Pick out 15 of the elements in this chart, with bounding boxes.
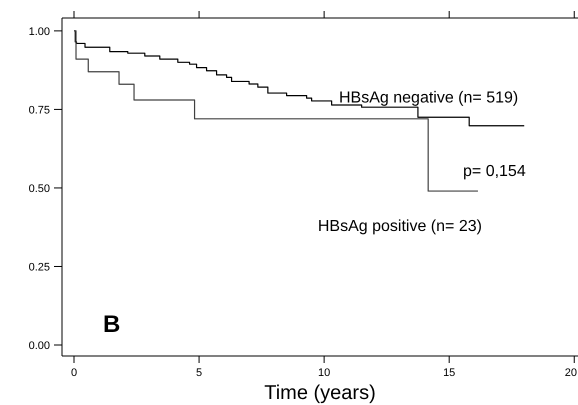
y-tick-label: 0.25 bbox=[28, 261, 50, 274]
series-label: HBsAg negative (n= 519) bbox=[339, 90, 518, 107]
annotation: B bbox=[103, 311, 120, 338]
annotation: p= 0,154 bbox=[463, 163, 526, 180]
x-tick-label: 0 bbox=[70, 367, 78, 379]
x-tick-label: 20 bbox=[564, 367, 577, 379]
series-label: HBsAg positive (n= 23) bbox=[318, 218, 482, 236]
y-tick-label: 0.00 bbox=[28, 340, 50, 352]
x-tick-label: 10 bbox=[318, 367, 330, 379]
y-tick-label: 0.75 bbox=[28, 104, 50, 116]
x-axis-title: Time (years) bbox=[264, 382, 376, 404]
y-tick-label: 0.50 bbox=[28, 182, 50, 195]
y-tick-label: 1.00 bbox=[28, 26, 50, 38]
x-tick-label: 15 bbox=[443, 367, 456, 379]
x-tick-label: 5 bbox=[196, 367, 202, 379]
